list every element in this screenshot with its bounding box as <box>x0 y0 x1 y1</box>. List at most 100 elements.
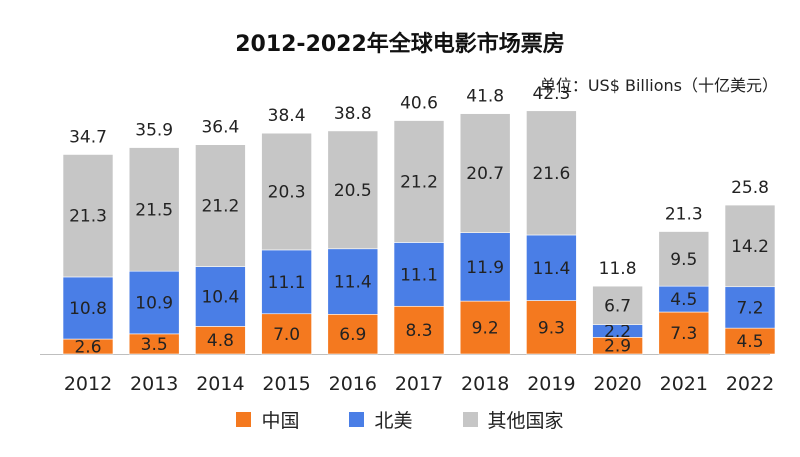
bar-china-2021 <box>658 311 710 355</box>
bar-china-2022 <box>724 327 776 355</box>
x-tick-label-2014: 2014 <box>196 373 244 395</box>
bar-china-2014 <box>195 326 246 355</box>
bar-group-2013: 3.5 10.9 21.5 35.9 2013 <box>128 121 180 395</box>
bar-others-2022 <box>724 204 776 288</box>
data-label-china-2012: 2.6 <box>74 338 101 358</box>
x-tick-label-2013: 2013 <box>130 373 178 395</box>
data-label-north-america-2017: 11.1 <box>400 265 438 285</box>
total-label-2022: 25.8 <box>731 178 769 198</box>
data-label-north-america-2022: 7.2 <box>736 298 763 318</box>
x-tick-label-2022: 2022 <box>726 373 774 395</box>
data-label-north-america-2015: 11.1 <box>268 273 306 293</box>
data-label-others-2019: 21.6 <box>532 164 570 184</box>
bar-others-2015 <box>261 132 312 251</box>
bar-north-america-2016 <box>327 248 379 315</box>
x-tick-label-2018: 2018 <box>461 373 509 395</box>
chart-title: 2012-2022年全球电影市场票房 <box>235 32 565 57</box>
data-label-north-america-2012: 10.8 <box>69 299 107 319</box>
data-label-china-2019: 9.3 <box>538 318 565 338</box>
bar-north-america-2017 <box>393 242 445 307</box>
x-tick-label-2020: 2020 <box>593 373 641 395</box>
bar-group-2021: 7.3 4.5 9.5 21.3 2021 <box>658 205 710 395</box>
bar-others-2016 <box>327 130 379 250</box>
legend-item-others: 其他国家 <box>462 406 564 433</box>
bar-china-2019 <box>526 300 577 355</box>
total-label-2017: 40.6 <box>400 94 438 114</box>
total-label-2014: 36.4 <box>201 118 239 138</box>
total-label-2012: 34.7 <box>69 127 107 147</box>
x-tick-label-2016: 2016 <box>329 373 377 395</box>
bar-group-2022: 4.5 7.2 14.2 25.8 2022 <box>724 178 776 395</box>
bar-north-america-2013 <box>128 270 180 335</box>
data-label-china-2022: 4.5 <box>736 332 763 352</box>
data-label-north-america-2013: 10.9 <box>135 294 173 314</box>
data-label-china-2021: 7.3 <box>670 324 697 344</box>
bar-others-2012 <box>62 154 114 278</box>
bar-north-america-2015 <box>261 249 312 315</box>
data-label-others-2016: 20.5 <box>334 181 372 201</box>
data-label-others-2018: 20.7 <box>466 164 504 184</box>
data-label-north-america-2014: 10.4 <box>201 288 239 308</box>
data-label-others-2017: 21.2 <box>400 173 438 193</box>
bar-others-2020 <box>592 285 643 325</box>
bar-group-2014: 4.8 10.4 21.2 36.4 2014 <box>195 118 246 395</box>
total-label-2020: 11.8 <box>599 259 637 279</box>
bar-group-2020: 2.92.2 6.7 11.8 2020 <box>592 259 643 395</box>
bar-group-2017: 8.3 11.1 21.2 40.6 2017 <box>393 94 445 395</box>
data-label-china-2014: 4.8 <box>207 331 234 351</box>
x-tick-label-2017: 2017 <box>395 373 443 395</box>
bar-north-america-2021 <box>658 285 710 313</box>
legend-label-others: 其他国家 <box>487 410 564 432</box>
bar-north-america-2018 <box>459 232 511 302</box>
bar-others-2021 <box>658 231 710 287</box>
data-label-others-2020: 6.7 <box>604 296 631 316</box>
data-label-north-america-2018: 11.9 <box>466 258 504 278</box>
x-tick-label-2021: 2021 <box>660 373 708 395</box>
total-label-2015: 38.4 <box>268 106 306 126</box>
data-label-others-2021: 9.5 <box>670 250 697 270</box>
data-label-north-america-2020: 2.2 <box>604 322 631 342</box>
bar-group-2018: 9.2 11.9 20.7 41.8 2018 <box>459 87 511 395</box>
bar-group-2019: 9.3 11.4 21.6 42.3 2019 <box>526 84 577 395</box>
total-label-2013: 35.9 <box>135 121 173 141</box>
bar-others-2019 <box>526 110 577 236</box>
legend-item-north-america: 北美 <box>349 406 413 433</box>
bar-group-2015: 7.0 11.1 20.3 38.4 2015 <box>261 106 312 395</box>
legend-swatch-others <box>462 412 478 427</box>
bar-others-2013 <box>128 147 180 272</box>
bar-group-2016: 6.9 11.4 20.5 38.8 2016 <box>327 104 379 395</box>
x-tick-label-2015: 2015 <box>262 373 310 395</box>
data-label-china-2015: 7.0 <box>273 325 300 345</box>
legend-label-china: 中国 <box>261 410 300 432</box>
stacked-bar-chart: 2.6 10.8 21.3 34.7 2012 3.5 10.9 21.5 35.9 2013 4.… <box>40 84 776 395</box>
total-label-2018: 41.8 <box>466 87 504 107</box>
data-label-others-2012: 21.3 <box>69 207 107 227</box>
data-label-others-2013: 21.5 <box>135 200 173 220</box>
data-label-others-2015: 20.3 <box>268 183 306 203</box>
bar-others-2017 <box>393 120 445 243</box>
data-label-north-america-2021: 4.5 <box>670 290 697 310</box>
data-label-others-2022: 14.2 <box>731 237 769 257</box>
bar-north-america-2012 <box>62 276 114 340</box>
x-tick-label-2019: 2019 <box>527 373 575 395</box>
legend-swatch-north-america <box>349 412 365 427</box>
bar-others-2018 <box>459 113 511 233</box>
legend-swatch-china <box>236 412 252 427</box>
legend-item-china: 中国 <box>236 406 299 433</box>
legend-label-north-america: 北美 <box>374 410 413 432</box>
total-label-2019: 42.3 <box>532 84 570 104</box>
data-label-china-2017: 8.3 <box>405 321 432 341</box>
total-label-2021: 21.3 <box>665 205 703 225</box>
data-label-china-2018: 9.2 <box>472 319 499 339</box>
data-label-north-america-2019: 11.4 <box>532 259 570 279</box>
bar-china-2017 <box>393 305 445 355</box>
data-label-others-2014: 21.2 <box>201 197 239 217</box>
bar-china-2015 <box>261 313 312 355</box>
bar-others-2014 <box>195 144 246 267</box>
bar-china-2016 <box>327 314 379 355</box>
bar-china-2018 <box>459 300 511 355</box>
data-label-china-2020: 2.9 <box>604 337 631 357</box>
data-label-china-2016: 6.9 <box>339 325 366 345</box>
data-label-north-america-2016: 11.4 <box>334 273 372 293</box>
unit-label: 单位：US$ Billions（十亿美元） <box>539 76 778 95</box>
